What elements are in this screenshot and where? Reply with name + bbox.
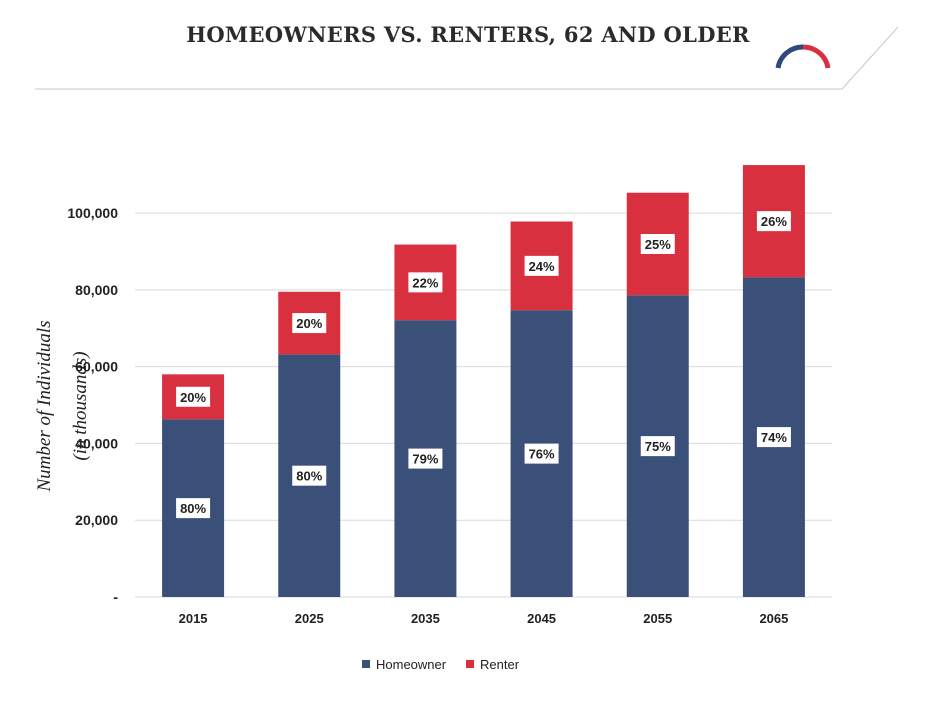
data-label-box [292,313,327,334]
logo-icon [775,44,831,69]
x-tick-label: 2055 [643,611,672,626]
data-label-box [640,233,675,254]
x-tick-label: 2025 [295,611,324,626]
data-label: 20% [296,316,322,331]
legend-swatch-homeowner [362,660,370,668]
data-label-box [408,272,443,293]
x-tick-label: 2065 [759,611,788,626]
y-tick-label: - [113,589,118,605]
data-label: 80% [296,469,322,484]
data-label: 20% [180,390,206,405]
data-label: 76% [529,447,555,462]
legend-swatch-renter [466,660,474,668]
data-label: 22% [412,275,438,290]
data-label-box [756,427,791,448]
data-label: 26% [761,214,787,229]
legend-label-renter: Renter [480,657,520,672]
chart-title: HOMEOWNERS VS. RENTERS, 62 AND OLDER [186,22,750,47]
y-tick-label: 60,000 [75,359,118,375]
data-label-box [176,386,211,407]
y-axis-label-line1: Number of Individuals [34,321,55,493]
header-divider [35,26,899,90]
data-label: 24% [529,259,555,274]
y-tick-label: 80,000 [75,282,118,298]
x-tick-label: 2015 [179,611,208,626]
data-label: 25% [645,237,671,252]
legend-label-homeowner: Homeowner [376,657,447,672]
x-axis-categories: 2015 2025 2035 2045 2055 2065 [179,611,789,626]
x-tick-label: 2045 [527,611,556,626]
data-label-box [524,443,559,464]
data-label-box [176,498,211,519]
data-label: 75% [645,439,671,454]
y-axis-label: Number of Individuals (in thousands) [34,321,91,493]
legend: Homeowner Renter [362,657,520,672]
y-axis-ticks: - 20,000 40,000 60,000 80,000 100,000 [67,205,118,605]
grid-lines [135,212,832,598]
data-label-box [524,255,559,276]
data-label-box [408,448,443,469]
data-label-box [640,436,675,457]
y-tick-label: 40,000 [75,435,118,451]
bars: 80% 20% 80% 20% 79% 22% 76% 24% 75% 25% 74% 26% [162,165,805,597]
data-label: 79% [412,452,438,467]
x-tick-label: 2035 [411,611,440,626]
y-tick-label: 100,000 [67,205,118,221]
y-axis-label-line2: (in thousands) [70,351,91,460]
data-label-box [292,465,327,486]
data-label: 74% [761,430,787,445]
y-tick-label: 20,000 [75,512,118,528]
data-label: 80% [180,501,206,516]
data-label-box [756,211,791,232]
